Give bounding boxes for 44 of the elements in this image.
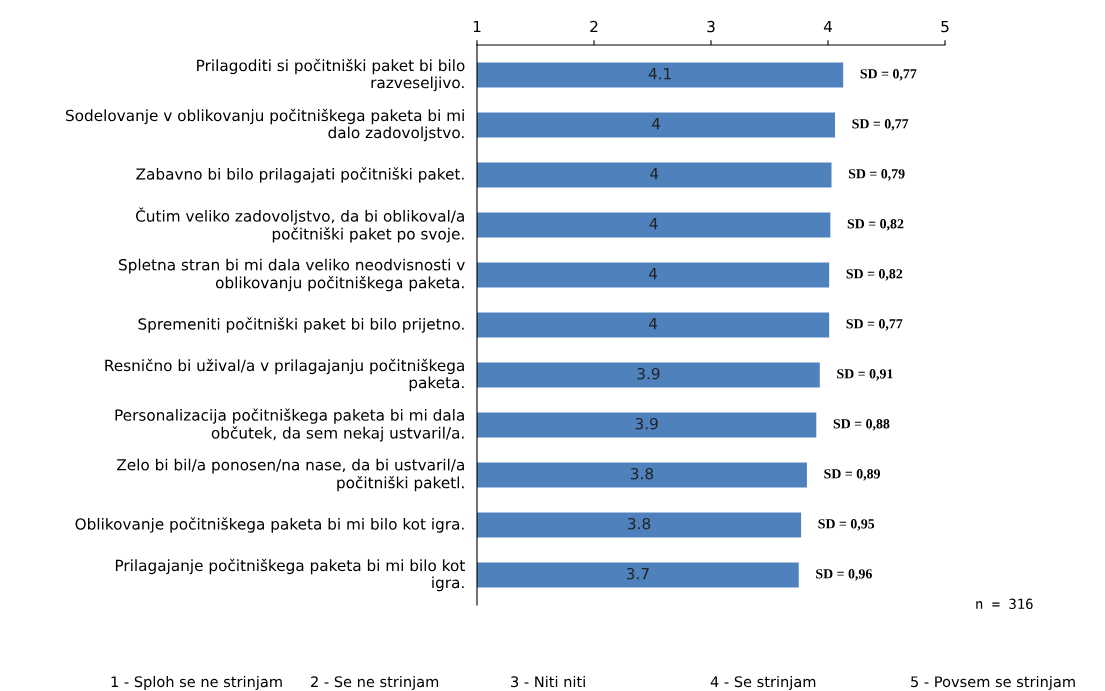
data-label: 4 xyxy=(650,168,659,180)
annotation: SD = 0,89 xyxy=(824,469,881,481)
annotation: SD = 0,79 xyxy=(848,169,905,181)
x-tick-label: 5 xyxy=(941,20,949,33)
data-label: 3.7 xyxy=(626,567,649,580)
annotation: SD = 0,82 xyxy=(846,269,903,281)
data-label: 3.9 xyxy=(635,417,658,430)
y-tick-label: Sodelovanje v oblikovanju počitniškega paketa bi mi dalo zadovoljstvo. xyxy=(65,108,464,142)
annotation: SD = 0,82 xyxy=(847,219,904,231)
text: 4 - Se strinjam xyxy=(710,675,816,691)
y-tick-label: Prilagoditi si počitniški paket bi bilo razveseljivo. xyxy=(197,58,465,92)
data-label: 3.8 xyxy=(630,467,654,480)
x-tick-label: 1 xyxy=(473,20,481,33)
x-tick-label: 4 xyxy=(823,20,832,33)
data-label: 4 xyxy=(648,268,658,280)
annotation: SD = 0,91 xyxy=(837,369,893,381)
y-tick-label: Zabavno bi bilo prilagajati počitniški paket. xyxy=(136,167,464,183)
text: 1 - Sploh se ne strinjam xyxy=(111,675,282,691)
data-label: 3.9 xyxy=(637,367,660,380)
annotation: SD = 0,95 xyxy=(818,519,875,531)
x-tick-label: 3 xyxy=(707,20,715,33)
annotation: SD = 0,77 xyxy=(860,69,917,81)
y-tick-label: Personalizacija počitniškega paketa bi mi dala občutek, da sem nekaj ustvaril/a. xyxy=(115,408,464,442)
text: 5 - Povsem se strinjam xyxy=(911,675,1075,691)
annotation: SD = 0,88 xyxy=(833,419,890,431)
data-label: 4 xyxy=(651,118,661,130)
y-tick-label: Čutim veliko zadovoljstvo, da bi oblikoval/a počitniški paket po svoje. xyxy=(136,207,464,243)
text: 3 - Niti niti xyxy=(511,675,585,688)
text: 2 - Se ne strinjam xyxy=(311,675,439,691)
x-tick-label: 2 xyxy=(590,20,598,33)
data-label: 3.8 xyxy=(628,517,651,530)
text: n = 316 xyxy=(976,598,1033,610)
y-tick-label: Spletna stran bi mi dala veliko neodvisnosti v oblikovanju počitniškega paketa. xyxy=(119,258,465,292)
annotation: SD = 0,96 xyxy=(816,569,872,581)
y-tick-label: Spremeniti počitniški paket bi bilo prijetno. xyxy=(138,317,464,333)
annotation: SD = 0,77 xyxy=(846,319,903,331)
data-label: 4.1 xyxy=(648,68,671,80)
y-tick-label: Oblikovanje počitniškega paketa bi mi bilo kot igra. xyxy=(75,517,464,533)
y-tick-label: Prilagajanje počitniškega paketa bi mi bilo kot igra. xyxy=(115,558,465,592)
data-label: 4 xyxy=(648,318,658,330)
annotation: SD = 0,77 xyxy=(852,119,909,131)
y-tick-label: Resnično bi užival/a v prilagajanju počitniškega paketa. xyxy=(105,358,464,392)
y-tick-label: Zelo bi bil/a ponosen/na nase, da bi ustvaril/a počitniški paketl. xyxy=(117,458,464,492)
data-label: 4 xyxy=(649,218,658,230)
